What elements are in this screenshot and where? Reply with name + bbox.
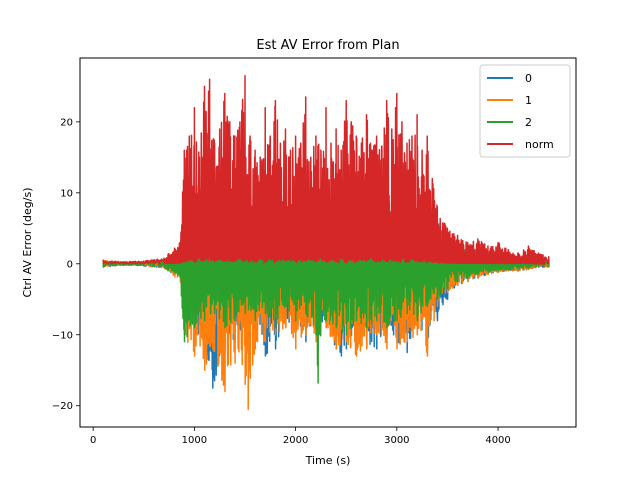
legend: 0 1 2 norm	[479, 64, 571, 158]
ticks-layer: 0 1000 2000 3000 4000 −20 −10 0 10 20	[52, 117, 511, 446]
legend-label-norm: norm	[525, 138, 554, 151]
x-tick-label: 2000	[283, 435, 308, 446]
x-tick-label: 4000	[485, 435, 510, 446]
x-tick-label: 1000	[182, 435, 207, 446]
series-layer	[102, 74, 550, 411]
y-tick-label: 20	[60, 117, 73, 128]
x-tick-label: 0	[90, 435, 96, 446]
y-axis-label: Ctrl AV Error (deg/s)	[21, 188, 34, 298]
axes-frame	[79, 57, 577, 428]
series-line-norm	[102, 74, 550, 265]
x-tick-label: 3000	[384, 435, 409, 446]
chart-title: Est AV Error from Plan	[256, 38, 399, 53]
legend-box	[479, 64, 571, 158]
legend-label-0: 0	[525, 72, 532, 85]
x-axis-label: Time (s)	[305, 454, 351, 467]
y-tick-label: 10	[60, 188, 73, 199]
y-tick-label: −10	[52, 330, 73, 341]
y-tick-label: 0	[67, 259, 73, 270]
legend-label-1: 1	[525, 94, 532, 107]
legend-label-2: 2	[525, 116, 532, 129]
y-tick-label: −20	[52, 401, 73, 412]
